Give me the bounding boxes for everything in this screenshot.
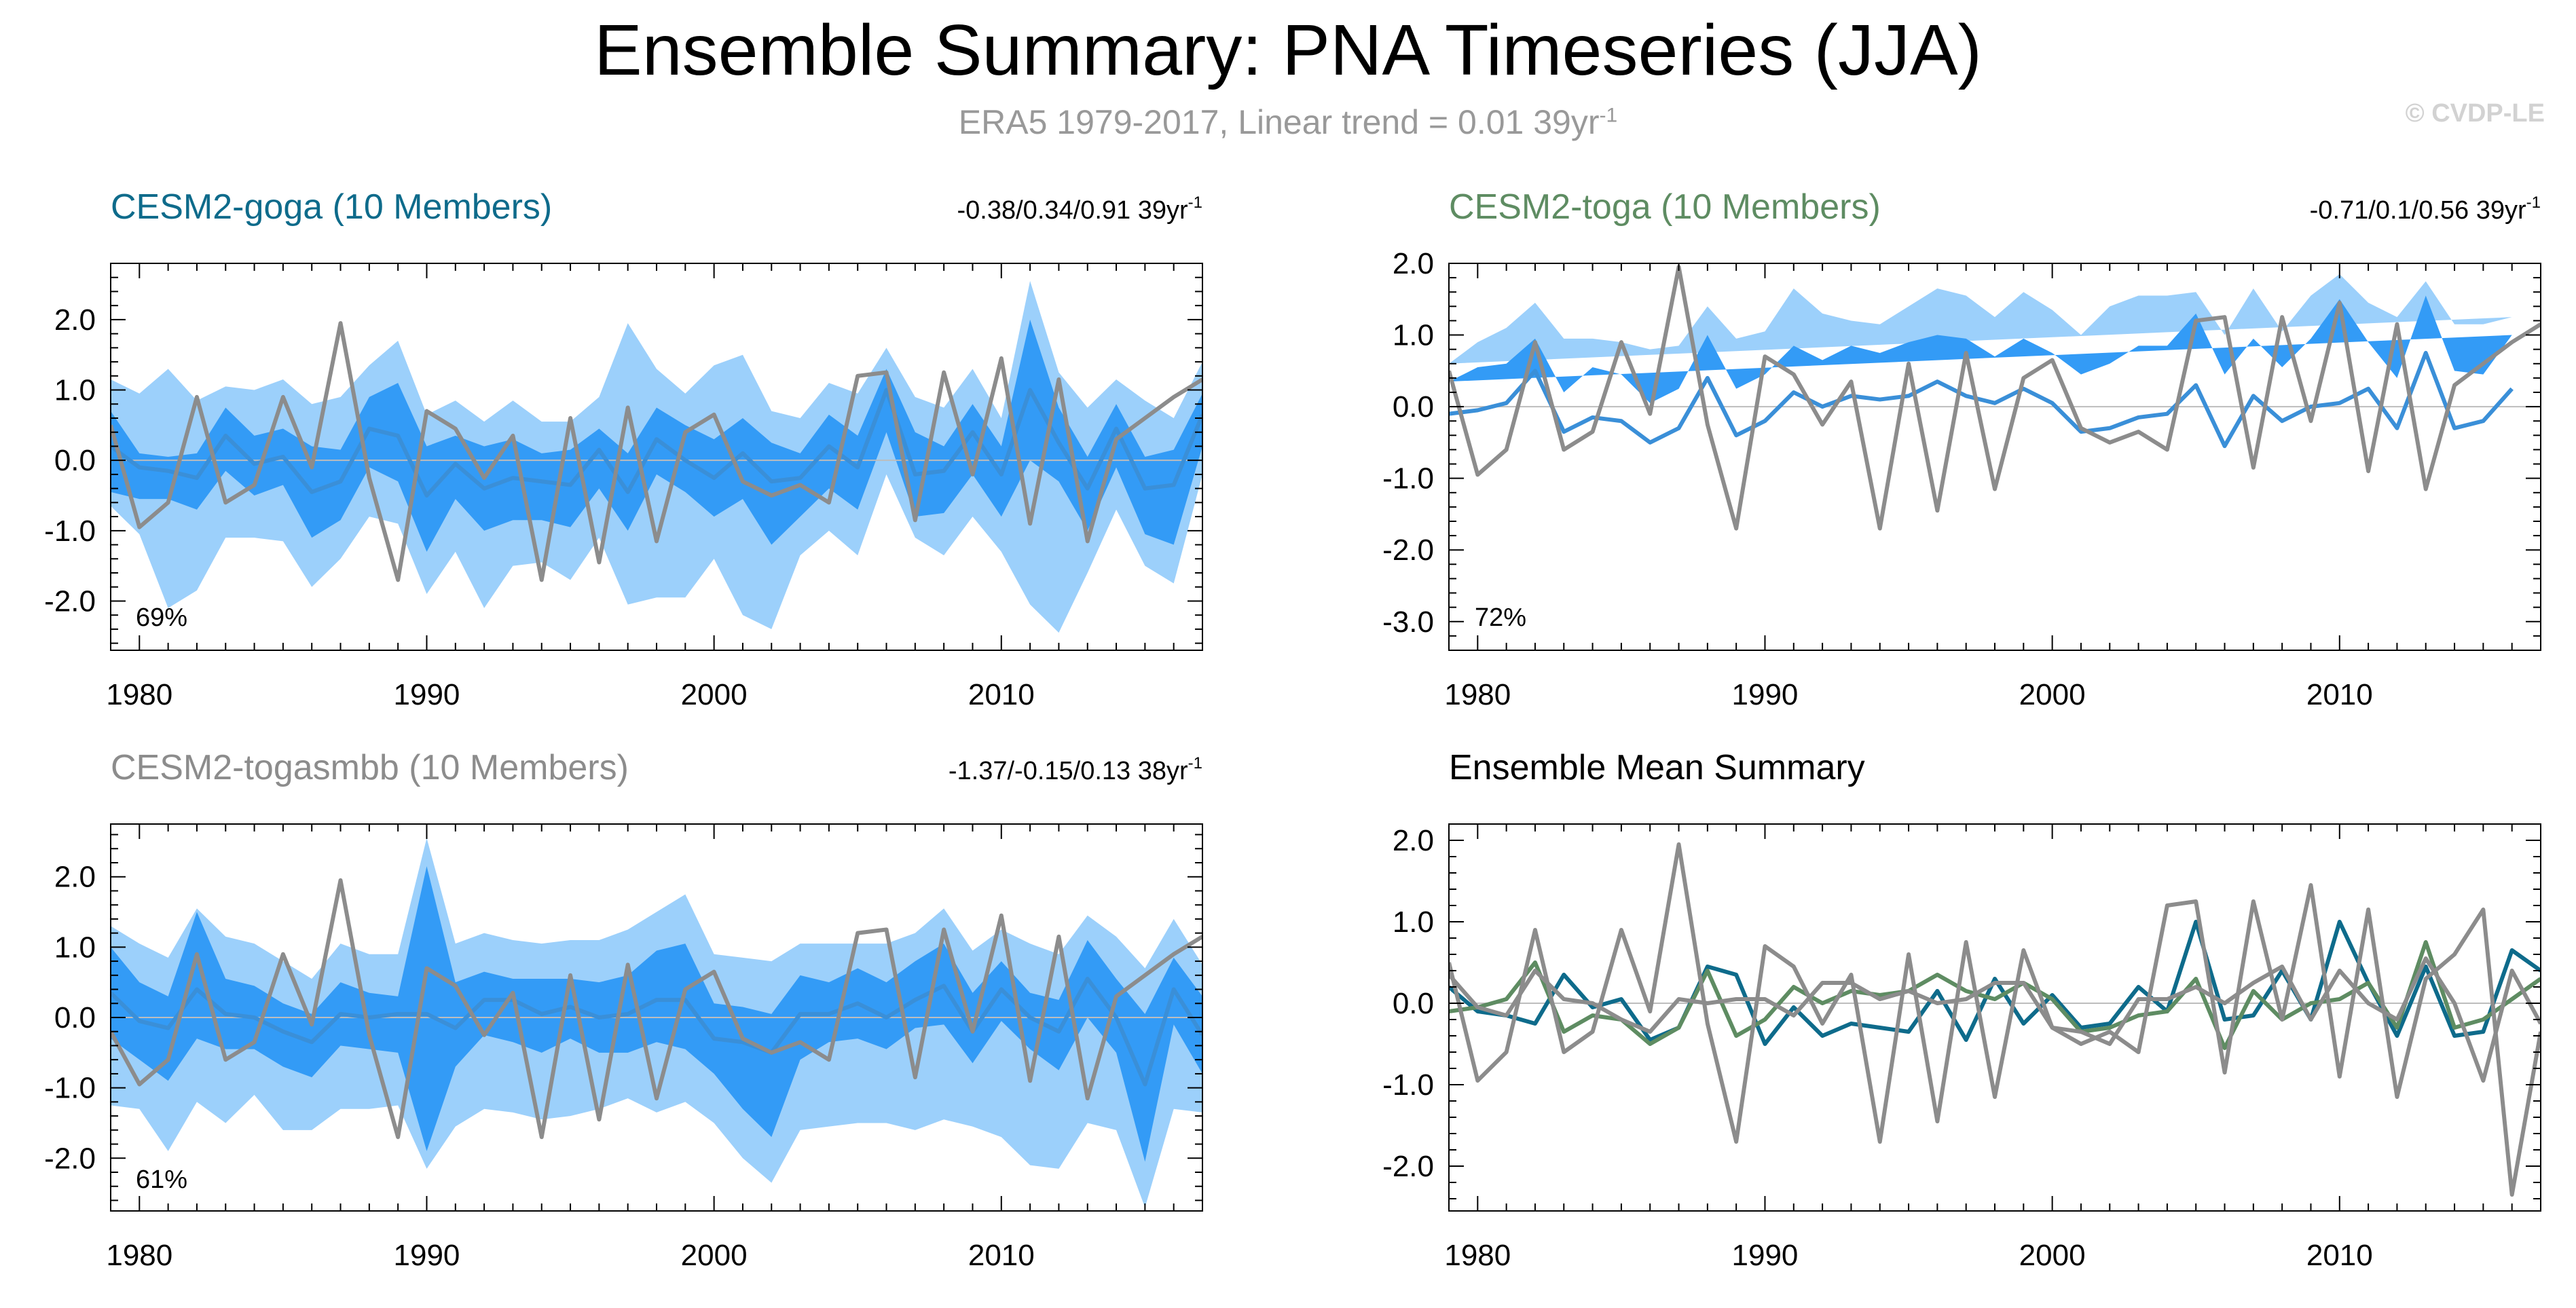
panel-title-goga: CESM2-goga (10 Members) bbox=[111, 187, 552, 227]
y-tick-label: -2.0 bbox=[1382, 534, 1434, 567]
y-tick-label: 0.0 bbox=[1393, 987, 1434, 1020]
y-tick-label: 1.0 bbox=[1393, 905, 1434, 939]
series-line-toga bbox=[1449, 940, 2541, 1050]
y-tick-label: -2.0 bbox=[44, 584, 96, 618]
ensemble-mean-line-goga bbox=[111, 388, 1202, 498]
x-tick-label: 2010 bbox=[2306, 678, 2373, 711]
panel-goga: -2.0 -1.0 0.0 1.0 2.0 1980 1990 2000 2010 CESM2-g… bbox=[44, 187, 1203, 711]
y-tick-label: -2.0 bbox=[1382, 1150, 1434, 1183]
x-tick-label: 1980 bbox=[106, 678, 172, 711]
plot-area-togasmbb bbox=[111, 838, 1202, 1208]
panel-toga: -3.0 -2.0 -1.0 0.0 1.0 2.0 1980 1990 2000 2010 CES… bbox=[1382, 187, 2541, 711]
panel-togasmbb: -2.0 -1.0 0.0 1.0 2.0 1980 1990 2000 2010 CESM2-t… bbox=[44, 748, 1203, 1272]
observed-line-goga bbox=[111, 321, 1202, 582]
y-tick-label: 0.0 bbox=[54, 444, 96, 477]
y-tick-label: 2.0 bbox=[1393, 824, 1434, 857]
ensemble-mean-line-togasmbb bbox=[111, 977, 1202, 1087]
band-inner-goga bbox=[111, 319, 1202, 552]
y-tick-label: -1.0 bbox=[1382, 462, 1434, 496]
x-tick-label: 2000 bbox=[681, 678, 748, 711]
subtitle-text: ERA5 1979-2017, Linear trend = 0.01 39yr bbox=[958, 103, 1600, 141]
observed-line-togasmbb bbox=[111, 878, 1202, 1140]
figure-title: Ensemble Summary: PNA Timeseries (JJA) bbox=[594, 10, 1982, 90]
panel-title-togasmbb: CESM2-togasmbb (10 Members) bbox=[111, 748, 629, 787]
x-tick-label: 1990 bbox=[394, 1239, 460, 1272]
band-outer-toga bbox=[1449, 274, 2512, 364]
series-line-togasmbb bbox=[1449, 956, 2541, 1083]
panel-ensmean: -2.0 -1.0 0.0 1.0 2.0 1980 1990 2000 2010 Ensembl… bbox=[1382, 748, 2541, 1272]
x-tick-label: 1980 bbox=[1444, 678, 1511, 711]
panel-title-toga: CESM2-toga (10 Members) bbox=[1449, 187, 1881, 227]
y-tick-label: -1.0 bbox=[44, 515, 96, 548]
trend-stat-goga: -0.38/0.34/0.91 39yr-1 bbox=[957, 193, 1202, 225]
x-tick-label: 2000 bbox=[2019, 1239, 2086, 1272]
y-tick-label: 1.0 bbox=[1393, 319, 1434, 352]
y-tick-label: 0.0 bbox=[54, 1001, 96, 1034]
y-tick-label: 1.0 bbox=[54, 931, 96, 964]
x-tick-label: 2010 bbox=[2306, 1239, 2373, 1272]
x-tick-label: 1980 bbox=[106, 1239, 172, 1272]
y-tick-label: 2.0 bbox=[1393, 247, 1434, 280]
percent-label-goga: 69% bbox=[136, 603, 187, 632]
trend-stat-toga: -0.71/0.1/0.56 39yr-1 bbox=[2310, 193, 2541, 225]
copyright-watermark: © CVDP-LE bbox=[2405, 99, 2545, 128]
y-tick-label: -1.0 bbox=[44, 1072, 96, 1105]
ensemble-mean-line-toga bbox=[1449, 350, 2514, 449]
y-tick-label: -2.0 bbox=[44, 1142, 96, 1175]
panel-title-ensmean: Ensemble Mean Summary bbox=[1449, 748, 1865, 787]
trend-stat-togasmbb: -1.37/-0.15/0.13 38yr-1 bbox=[949, 754, 1202, 785]
plot-area-goga bbox=[111, 280, 1202, 633]
x-tick-label: 1990 bbox=[1732, 678, 1799, 711]
x-tick-label: 1980 bbox=[1444, 1239, 1511, 1272]
x-tick-label: 2000 bbox=[681, 1239, 748, 1272]
band-inner-toga bbox=[1449, 295, 2512, 403]
subtitle-superscript: -1 bbox=[1599, 104, 1618, 127]
x-tick-label: 1990 bbox=[1732, 1239, 1799, 1272]
plot-area-toga bbox=[1449, 265, 2541, 531]
y-tick-label: -3.0 bbox=[1382, 605, 1434, 639]
band-inner-togasmbb bbox=[111, 866, 1202, 1162]
y-tick-label: 0.0 bbox=[1393, 390, 1434, 424]
percent-label-togasmbb: 61% bbox=[136, 1165, 187, 1194]
y-tick-label: 2.0 bbox=[54, 303, 96, 337]
y-tick-label: 2.0 bbox=[54, 861, 96, 894]
series-line-obs bbox=[1449, 842, 2541, 1197]
observed-line-toga bbox=[1449, 265, 2541, 531]
x-tick-label: 2010 bbox=[968, 678, 1035, 711]
figure-subtitle: ERA5 1979-2017, Linear trend = 0.01 39yr… bbox=[0, 102, 2576, 143]
plot-area-ensmean bbox=[1449, 842, 2541, 1197]
x-tick-label: 1990 bbox=[394, 678, 460, 711]
y-tick-label: 1.0 bbox=[54, 374, 96, 407]
x-tick-label: 2000 bbox=[2019, 678, 2086, 711]
percent-label-toga: 72% bbox=[1475, 603, 1526, 632]
x-tick-label: 2010 bbox=[968, 1239, 1035, 1272]
y-tick-label: -1.0 bbox=[1382, 1068, 1434, 1102]
